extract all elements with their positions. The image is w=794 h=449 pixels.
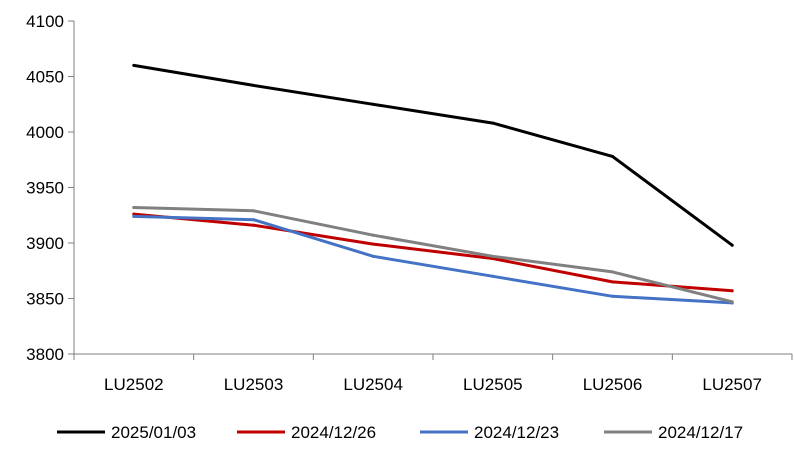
x-tick-label: LU2502 <box>104 375 164 394</box>
data-point <box>730 289 734 293</box>
data-point <box>132 212 136 216</box>
series-line-2024-12-23 <box>132 214 734 305</box>
data-point <box>371 254 375 258</box>
x-tick-label: LU2506 <box>583 375 643 394</box>
x-tick-label: LU2504 <box>343 375 403 394</box>
y-tick-label: 3950 <box>26 179 64 198</box>
data-point <box>371 233 375 237</box>
data-point <box>371 242 375 246</box>
data-point <box>252 218 255 222</box>
legend-label: 2025/01/03 <box>111 423 196 442</box>
data-point <box>611 294 614 298</box>
data-point <box>132 63 136 67</box>
y-tick-label: 4100 <box>26 12 64 31</box>
y-tick-label: 3850 <box>26 290 64 309</box>
y-tick-label: 3800 <box>26 345 64 364</box>
y-tick-label: 3900 <box>26 234 64 253</box>
data-point <box>252 83 255 87</box>
legend-label: 2024/12/17 <box>658 423 743 442</box>
y-tick-label: 4000 <box>26 123 64 142</box>
legend: 2025/01/03 2024/12/26 2024/12/23 2024/12/17 <box>57 423 743 442</box>
data-point <box>730 243 734 247</box>
data-point <box>611 154 614 158</box>
legend-label: 2024/12/26 <box>291 423 376 442</box>
series-line-2024-12-17 <box>132 206 734 304</box>
series-line-2024-12-26 <box>132 212 734 293</box>
y-tick-label: 4050 <box>26 68 64 87</box>
data-point <box>730 300 734 304</box>
series-line-2025-01-03 <box>132 63 734 247</box>
legend-label: 2024/12/23 <box>474 423 559 442</box>
data-point <box>132 214 136 218</box>
data-point <box>252 223 255 227</box>
data-point <box>491 121 495 125</box>
y-axis: 3800 3850 3900 3950 4000 4050 4100 <box>26 12 75 364</box>
data-point <box>371 102 375 106</box>
x-tick-label: LU2505 <box>463 375 523 394</box>
data-point <box>611 270 614 274</box>
data-point <box>611 280 614 284</box>
data-point <box>491 254 495 258</box>
data-point <box>252 209 255 213</box>
x-tick-label: LU2507 <box>702 375 762 394</box>
data-point <box>491 274 495 278</box>
x-tick-label: LU2503 <box>224 375 284 394</box>
series-lines <box>132 63 734 305</box>
x-axis: LU2502 LU2503 LU2504 LU2505 LU2506 LU2507 <box>73 353 793 394</box>
data-point <box>132 205 136 209</box>
